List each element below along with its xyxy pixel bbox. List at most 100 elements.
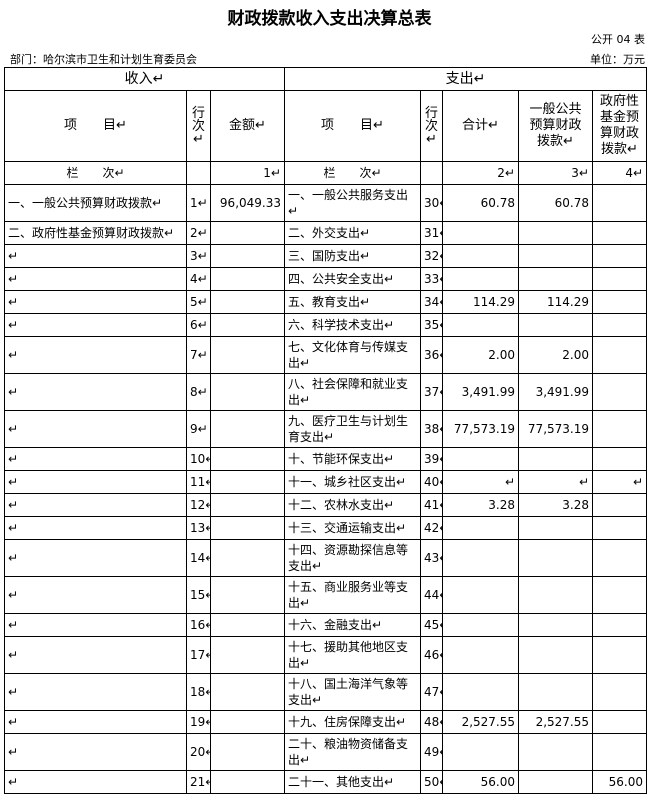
cell bbox=[591, 221, 648, 245]
cell: 3.28 bbox=[442, 493, 519, 517]
cell bbox=[442, 244, 519, 268]
cell: 五、教育支出↵ bbox=[284, 290, 421, 314]
form-number: 公开 04 表 bbox=[591, 33, 645, 46]
cell: 六、科学技术支出↵ bbox=[284, 313, 421, 337]
cell: 38↵ bbox=[420, 410, 443, 448]
cell bbox=[518, 447, 593, 471]
cell bbox=[591, 613, 648, 637]
cell: 21↵ bbox=[186, 770, 211, 794]
cell bbox=[210, 410, 285, 448]
cell: 37↵ bbox=[420, 373, 443, 411]
cell: 77,573.19 bbox=[442, 410, 519, 448]
cell bbox=[518, 770, 593, 794]
cell bbox=[210, 244, 285, 268]
cell: 2↵ bbox=[186, 221, 211, 245]
department: 部门：哈尔滨市卫生和计划生育委员会 bbox=[10, 53, 197, 66]
cell: 十一、城乡社区支出↵ bbox=[284, 470, 421, 494]
cell bbox=[442, 673, 519, 711]
cell: ↵ bbox=[518, 470, 593, 494]
cell: 20↵ bbox=[186, 733, 211, 771]
cell: 十六、金融支出↵ bbox=[284, 613, 421, 637]
cell: 34↵ bbox=[420, 290, 443, 314]
cell bbox=[518, 221, 593, 245]
cell: 18↵ bbox=[186, 673, 211, 711]
cell bbox=[591, 184, 648, 222]
cell: 2.00 bbox=[518, 336, 593, 374]
cell: 十九、住房保障支出↵ bbox=[284, 710, 421, 734]
cell bbox=[591, 290, 648, 314]
cell: ↵ bbox=[4, 516, 187, 540]
cell: 二、外交支出↵ bbox=[284, 221, 421, 245]
cell: 19↵ bbox=[186, 710, 211, 734]
cell: 2,527.55 bbox=[442, 710, 519, 734]
cell bbox=[518, 576, 593, 614]
table-row: ↵3↵ 三、国防支出↵32↵ bbox=[4, 244, 648, 268]
cell bbox=[442, 733, 519, 771]
cell bbox=[442, 516, 519, 540]
cell bbox=[518, 733, 593, 771]
cell bbox=[210, 267, 285, 291]
cell: 41↵ bbox=[420, 493, 443, 517]
table-row: ↵10↵ 十、节能环保支出↵39↵ bbox=[4, 447, 648, 471]
cell bbox=[591, 516, 648, 540]
cell: 一、一般公共服务支出↵ bbox=[284, 184, 421, 222]
cell: 46↵ bbox=[420, 636, 443, 674]
cell: 49↵ bbox=[420, 733, 443, 771]
cell bbox=[210, 516, 285, 540]
cell bbox=[591, 636, 648, 674]
table-row: ↵7↵七、文化体育与传媒支出↵36↵2.002.00 bbox=[4, 336, 648, 374]
table-row: ↵14↵ 十四、资源勘探信息等支出↵43↵ bbox=[4, 539, 648, 577]
cell bbox=[591, 336, 648, 374]
cell: 96,049.33 bbox=[210, 184, 285, 222]
cell: 3↵ bbox=[186, 244, 211, 268]
cell: 114.29 bbox=[518, 290, 593, 314]
cell bbox=[210, 447, 285, 471]
cell: 栏 次↵ bbox=[4, 161, 187, 185]
cell: 44↵ bbox=[420, 576, 443, 614]
cell bbox=[210, 733, 285, 771]
cell bbox=[442, 221, 519, 245]
cell bbox=[210, 673, 285, 711]
cell: ↵ bbox=[591, 470, 648, 494]
cell: 收入↵ bbox=[4, 67, 285, 91]
cell: ↵ bbox=[4, 770, 187, 794]
cell bbox=[518, 267, 593, 291]
cell bbox=[210, 613, 285, 637]
cell: 一般公共 预算财政 拨款↵ bbox=[518, 90, 593, 162]
cell bbox=[518, 636, 593, 674]
cell bbox=[591, 576, 648, 614]
cell bbox=[518, 244, 593, 268]
cell: 一、一般公共预算财政拨款↵ bbox=[4, 184, 187, 222]
cell bbox=[591, 410, 648, 448]
cell: 35↵ bbox=[420, 313, 443, 337]
cell: 3.28 bbox=[518, 493, 593, 517]
cell: ↵ bbox=[4, 733, 187, 771]
cell: ↵ bbox=[4, 493, 187, 517]
cell bbox=[591, 733, 648, 771]
cell: 5↵ bbox=[186, 290, 211, 314]
cell: 行 次↵ bbox=[186, 90, 211, 162]
cell: ↵ bbox=[4, 710, 187, 734]
cell: 2↵ bbox=[442, 161, 519, 185]
cell: 36↵ bbox=[420, 336, 443, 374]
cell: 56.00 bbox=[591, 770, 648, 794]
cell: ↵ bbox=[4, 470, 187, 494]
cell: 7↵ bbox=[186, 336, 211, 374]
cell: 栏 次↵ bbox=[284, 161, 421, 185]
unit: 单位：万元 bbox=[590, 53, 645, 66]
cell bbox=[442, 613, 519, 637]
cell: 32↵ bbox=[420, 244, 443, 268]
cell bbox=[186, 161, 211, 185]
cell: ↵ bbox=[4, 447, 187, 471]
cell bbox=[518, 613, 593, 637]
table-row: ↵20↵ 二十、粮油物资储备支出↵49↵ bbox=[4, 733, 648, 771]
table-row: ↵13↵ 十三、交通运输支出↵42↵ bbox=[4, 516, 648, 540]
cell: 项 目↵ bbox=[4, 90, 187, 162]
cell bbox=[210, 313, 285, 337]
cell bbox=[442, 539, 519, 577]
cell: 30↵ bbox=[420, 184, 443, 222]
cell: 114.29 bbox=[442, 290, 519, 314]
cell: ↵ bbox=[4, 373, 187, 411]
